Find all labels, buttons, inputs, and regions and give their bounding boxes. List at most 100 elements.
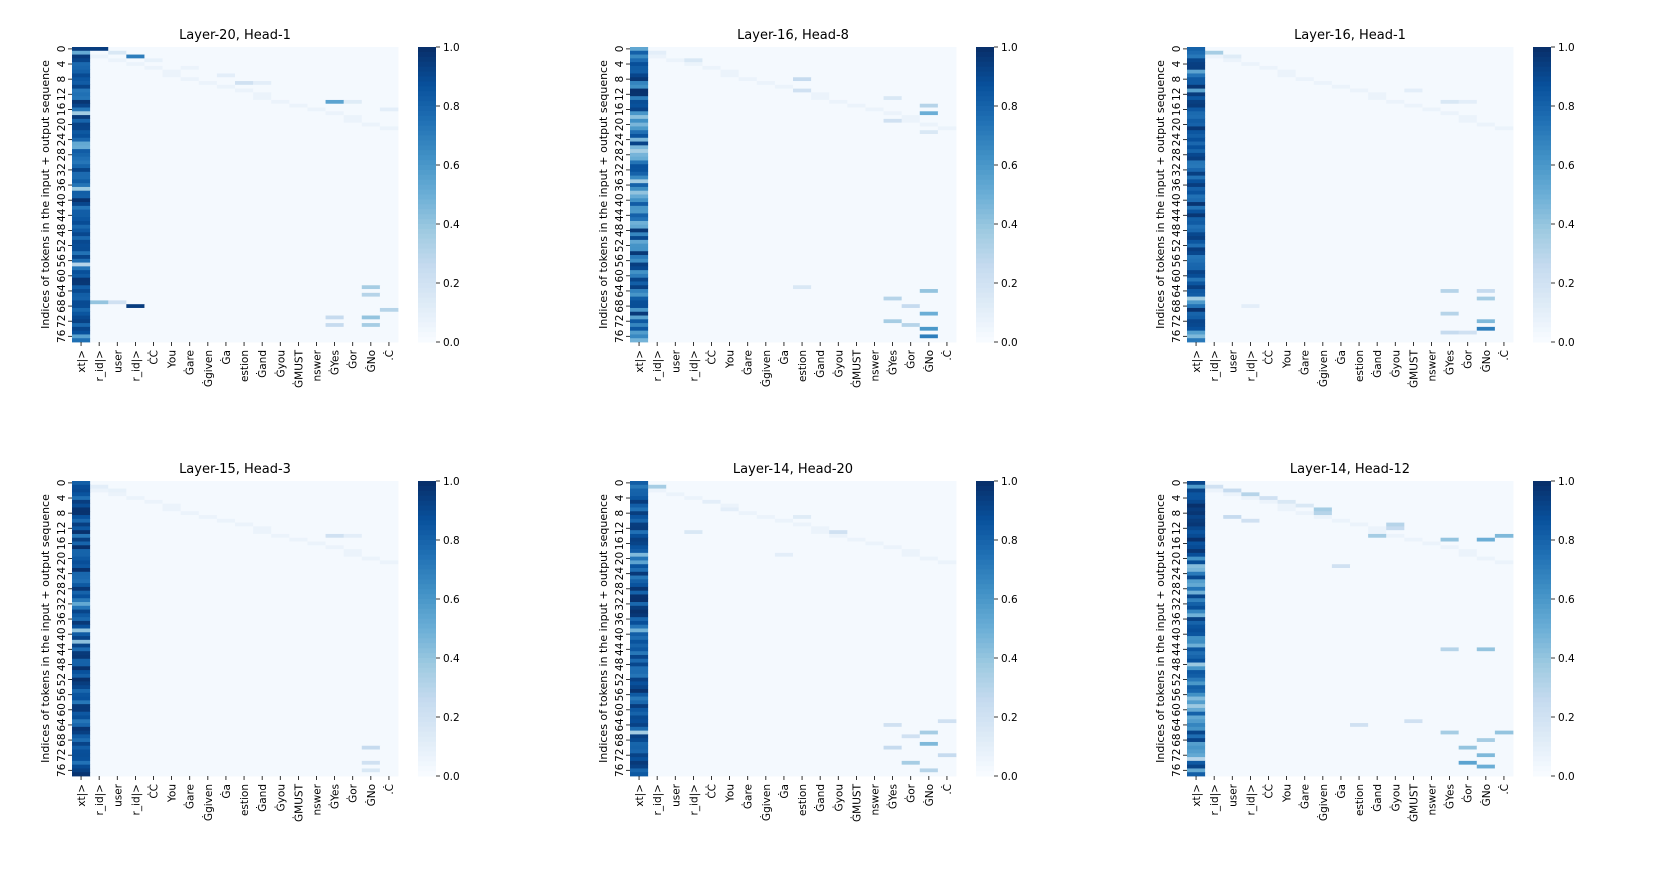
- heatmap-cell: [865, 186, 884, 192]
- heatmap-cell: [72, 533, 91, 539]
- heatmap-cell: [1313, 296, 1333, 301]
- heatmap-cell: [325, 84, 345, 89]
- heatmap-cell: [756, 69, 776, 74]
- heatmap-cell: [1277, 224, 1297, 229]
- heatmap-cell: [684, 198, 703, 203]
- heatmap-cell: [1386, 190, 1405, 195]
- heatmap-cell: [793, 338, 812, 343]
- heatmap-cell: [253, 496, 272, 501]
- heatmap-cell: [1259, 81, 1278, 86]
- heatmap-cell: [1295, 251, 1315, 256]
- heatmap-cell: [919, 175, 939, 180]
- heatmap-cell: [919, 338, 939, 343]
- heatmap-cell: [630, 126, 649, 131]
- heatmap-cell: [811, 171, 830, 176]
- heatmap-cell: [865, 145, 884, 150]
- heatmap-cell: [811, 168, 830, 173]
- heatmap-cell: [216, 198, 236, 203]
- heatmap-cell: [325, 152, 345, 158]
- heatmap-cell: [1422, 164, 1441, 169]
- heatmap-cell: [108, 73, 127, 78]
- heatmap-cell: [72, 262, 91, 267]
- y-tick-label: 52: [614, 239, 626, 252]
- heatmap-cell: [307, 270, 326, 275]
- heatmap-cell: [738, 300, 758, 305]
- heatmap-cell: [379, 262, 399, 267]
- heatmap-cell: [684, 243, 703, 248]
- heatmap-cell: [1386, 323, 1405, 328]
- heatmap-cell: [216, 69, 236, 74]
- heatmap-cell: [144, 186, 163, 192]
- heatmap-cell: [235, 319, 254, 324]
- heatmap-cell: [1331, 115, 1351, 120]
- heatmap-cell: [1187, 326, 1206, 332]
- heatmap-cell: [271, 69, 290, 74]
- colorbar-segment: [1533, 297, 1551, 304]
- heatmap-cell: [379, 168, 399, 173]
- colorbar-segment: [1533, 120, 1551, 127]
- heatmap-cell: [253, 220, 272, 226]
- heatmap-cell: [1494, 130, 1514, 135]
- heatmap-cell: [901, 62, 921, 67]
- heatmap-cell: [126, 54, 145, 59]
- heatmap-cell: [343, 243, 363, 248]
- x-tick-label: Ġand: [814, 350, 827, 378]
- heatmap-cell: [937, 122, 957, 127]
- heatmap-cell: [271, 232, 290, 237]
- heatmap-cell: [702, 198, 721, 203]
- heatmap-cell: [630, 224, 649, 229]
- heatmap-cell: [1422, 258, 1441, 263]
- heatmap-cell: [1440, 307, 1460, 313]
- heatmap-cell: [1331, 103, 1351, 108]
- heatmap-cell: [108, 292, 127, 298]
- heatmap-cell: [865, 133, 884, 139]
- heatmap-cell: [235, 273, 254, 279]
- heatmap-cell: [198, 304, 218, 309]
- heatmap-cell: [1277, 58, 1297, 63]
- heatmap-cell: [883, 296, 903, 301]
- heatmap-cell: [756, 156, 776, 161]
- heatmap-cell: [198, 77, 218, 82]
- heatmap-cell: [126, 533, 145, 539]
- heatmap-cell: [1205, 243, 1224, 248]
- heatmap-cell: [1187, 311, 1206, 316]
- heatmap-cell: [1277, 247, 1297, 252]
- heatmap-cell: [793, 168, 812, 173]
- heatmap-cell: [1386, 171, 1405, 176]
- heatmap-cell: [253, 292, 272, 298]
- heatmap-cell: [162, 115, 182, 120]
- heatmap-cell: [90, 507, 109, 512]
- heatmap-cell: [666, 152, 685, 158]
- heatmap-cell: [774, 217, 794, 222]
- heatmap-cell: [325, 338, 345, 343]
- colorbar-tick-label: 1.0: [1558, 42, 1575, 54]
- heatmap-cell: [271, 186, 290, 192]
- x-tick-label: nswer: [312, 349, 324, 381]
- heatmap-cell: [126, 255, 145, 260]
- heatmap-cell: [811, 175, 830, 180]
- heatmap-cell: [126, 171, 145, 176]
- heatmap-cell: [1404, 81, 1423, 86]
- heatmap-cell: [379, 537, 399, 542]
- heatmap-cell: [774, 175, 794, 180]
- heatmap-cell: [198, 270, 218, 275]
- heatmap-cell: [684, 194, 703, 199]
- heatmap-cell: [1205, 96, 1224, 101]
- heatmap-cell: [108, 96, 127, 101]
- heatmap-cell: [684, 149, 703, 154]
- heatmap-cell: [1476, 54, 1496, 59]
- heatmap-cell: [702, 96, 721, 101]
- heatmap-cell: [307, 115, 326, 120]
- heatmap-cell: [648, 209, 667, 214]
- heatmap-cell: [198, 133, 218, 139]
- heatmap-cell: [361, 247, 381, 252]
- heatmap-cell: [1259, 175, 1278, 180]
- heatmap-cell: [307, 198, 326, 203]
- heatmap-cell: [1422, 243, 1441, 248]
- heatmap-cell: [702, 81, 721, 86]
- heatmap-cell: [379, 300, 399, 305]
- heatmap-cell: [883, 171, 903, 176]
- heatmap-cell: [235, 164, 254, 169]
- colorbar-segment: [418, 51, 436, 58]
- heatmap-cell: [811, 99, 830, 105]
